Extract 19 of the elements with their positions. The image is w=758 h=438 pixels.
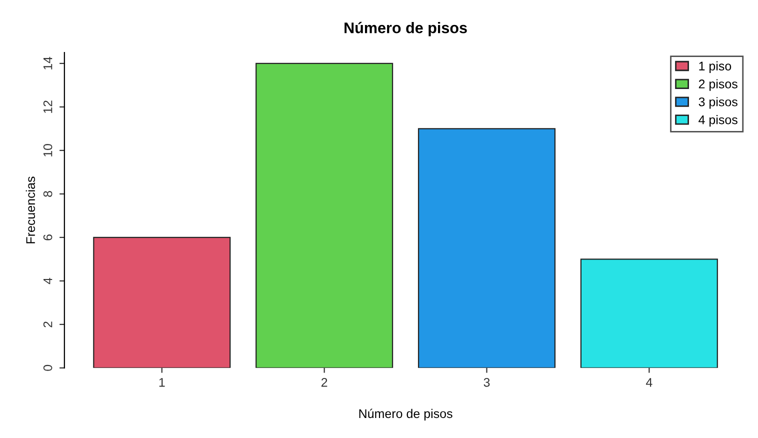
y-tick-label: 10: [43, 144, 52, 156]
legend-label: 3 pisos: [698, 97, 738, 109]
y-tick-label: 12: [43, 100, 52, 113]
y-tick-label: 0: [43, 364, 52, 371]
y-tick-label: 14: [44, 56, 52, 70]
x-tick-label: 3: [484, 378, 490, 387]
legend-label: 4 pisos: [698, 115, 738, 127]
legend-label: 2 pisos: [698, 79, 738, 91]
chart-title: Número de pisos: [344, 22, 467, 36]
x-tick-label: 4: [646, 378, 652, 387]
x-axis-title: Número de pisos: [359, 408, 452, 421]
x-tick-label: 1: [159, 378, 165, 387]
y-tick-label: 6: [43, 234, 52, 240]
y-tick-label: 2: [43, 322, 52, 328]
x-tick-label: 2: [321, 378, 328, 387]
y-tick-label: 8: [43, 190, 52, 197]
y-tick-label: 4: [44, 278, 52, 284]
legend-label: 1 piso: [699, 61, 732, 73]
y-axis-title: Frecuencias: [26, 176, 36, 244]
